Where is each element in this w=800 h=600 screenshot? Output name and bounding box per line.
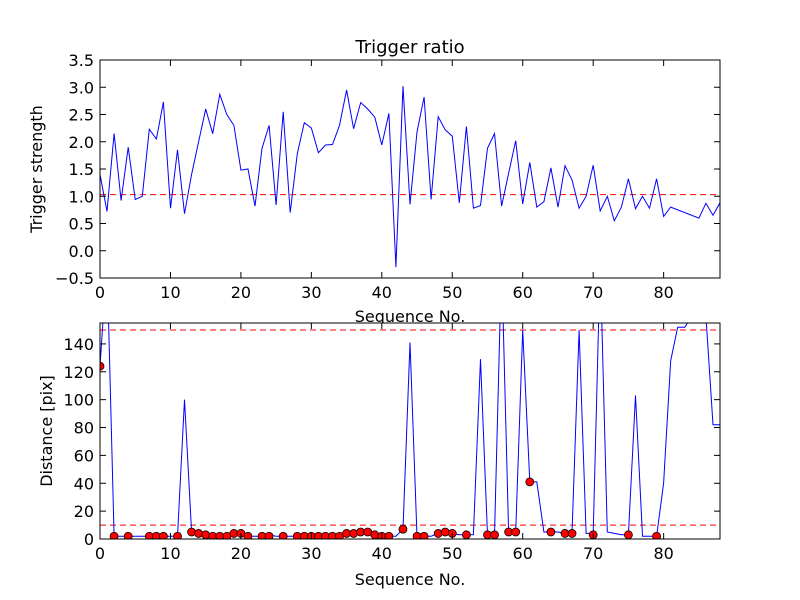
x-tick-label-bot: 60 bbox=[513, 544, 533, 563]
x-tick-label-top: 50 bbox=[442, 283, 462, 302]
data-marker bbox=[433, 529, 443, 538]
y-tick-label-top: 1.5 bbox=[69, 160, 94, 179]
x-tick-label-top: 70 bbox=[583, 283, 603, 302]
y-tick-label-bot: 120 bbox=[63, 363, 94, 382]
data-marker bbox=[109, 531, 119, 539]
markers-bottom bbox=[100, 361, 661, 539]
series-line-top bbox=[100, 86, 720, 268]
y-tick-label-top: 3.5 bbox=[69, 51, 94, 70]
data-marker bbox=[652, 531, 661, 539]
data-marker bbox=[100, 361, 105, 371]
y-axis-label-bottom: Distance [pix] bbox=[37, 375, 56, 487]
y-tick-label-bot: 60 bbox=[74, 446, 94, 465]
plot-area-top bbox=[100, 60, 720, 278]
x-tick-label-bot: 50 bbox=[442, 544, 462, 563]
data-marker bbox=[278, 531, 288, 539]
data-marker bbox=[461, 530, 471, 539]
data-marker bbox=[370, 530, 380, 539]
axis-ticks-top: 0 10 20 30 40 50 60 70 80 −0.5 0.0 0.5 1.0 1.5 2.0 2.5 3… bbox=[55, 51, 720, 302]
chart-title: Trigger ratio bbox=[354, 37, 464, 58]
x-tick-label-top: 10 bbox=[160, 283, 180, 302]
y-tick-label-bot: 100 bbox=[63, 391, 94, 410]
data-marker bbox=[511, 527, 521, 537]
data-marker bbox=[525, 477, 535, 487]
data-marker bbox=[123, 531, 133, 539]
y-tick-label-bot: 20 bbox=[74, 502, 94, 521]
x-tick-label-top: 80 bbox=[653, 283, 673, 302]
x-tick-label-top: 0 bbox=[95, 283, 105, 302]
data-marker bbox=[546, 527, 556, 537]
x-tick-label-top: 40 bbox=[372, 283, 392, 302]
data-marker bbox=[384, 531, 394, 539]
y-tick-label-top: −0.5 bbox=[55, 269, 94, 288]
y-axis-label-top: Trigger strength bbox=[27, 105, 46, 234]
data-marker bbox=[624, 530, 633, 539]
data-marker bbox=[187, 527, 196, 537]
y-tick-label-bot: 40 bbox=[74, 474, 94, 493]
x-tick-label-bot: 0 bbox=[95, 544, 105, 563]
data-marker bbox=[173, 531, 182, 539]
chart-top: 0 10 20 30 40 50 60 70 80 −0.5 0.0 0.5 1.0 1.5 2.0 2.5 3… bbox=[27, 37, 721, 326]
data-marker bbox=[567, 529, 577, 538]
plot-area-bottom bbox=[100, 323, 720, 539]
data-marker bbox=[419, 531, 429, 539]
data-marker bbox=[440, 527, 450, 537]
data-marker bbox=[201, 530, 211, 539]
data-marker bbox=[398, 524, 408, 534]
threshold-lines-bottom bbox=[100, 329, 720, 526]
x-tick-label-bot: 80 bbox=[653, 544, 673, 563]
y-tick-label-bot: 140 bbox=[63, 335, 94, 354]
y-tick-label-top: 2.0 bbox=[69, 133, 94, 152]
y-tick-label-top: 2.5 bbox=[69, 106, 94, 125]
axis-ticks-bottom: 0 10 20 30 40 50 60 70 80 0 20 40 60 80 100 120 140 bbox=[63, 323, 720, 563]
x-tick-label-bot: 30 bbox=[301, 544, 321, 563]
chart-bottom: 0 10 20 30 40 50 60 70 80 0 20 40 60 80 100 120 140 Sequ… bbox=[37, 322, 721, 589]
x-tick-label-top: 30 bbox=[301, 283, 321, 302]
data-marker bbox=[243, 531, 253, 539]
x-axis-label-top: Sequence No. bbox=[355, 307, 466, 326]
y-tick-label-top: 0.5 bbox=[69, 215, 94, 234]
x-tick-label-top: 20 bbox=[231, 283, 251, 302]
data-marker bbox=[264, 531, 274, 539]
x-tick-label-top: 60 bbox=[513, 283, 533, 302]
x-tick-label-bot: 70 bbox=[583, 544, 603, 563]
y-tick-label-bot: 0 bbox=[84, 530, 94, 549]
x-tick-label-bot: 10 bbox=[160, 544, 180, 563]
y-tick-label-top: 0.0 bbox=[69, 242, 94, 261]
y-tick-label-top: 3.0 bbox=[69, 78, 94, 97]
y-tick-label-top: 1.0 bbox=[69, 187, 94, 206]
x-tick-label-bot: 40 bbox=[372, 544, 392, 563]
y-tick-label-bot: 80 bbox=[74, 419, 94, 438]
data-marker bbox=[349, 529, 359, 538]
x-tick-label-bot: 20 bbox=[231, 544, 251, 563]
plot-frame-bottom bbox=[99, 322, 721, 540]
x-axis-label-bottom: Sequence No. bbox=[355, 570, 466, 589]
data-marker bbox=[194, 529, 204, 538]
data-marker bbox=[159, 531, 168, 539]
data-marker bbox=[490, 530, 499, 539]
